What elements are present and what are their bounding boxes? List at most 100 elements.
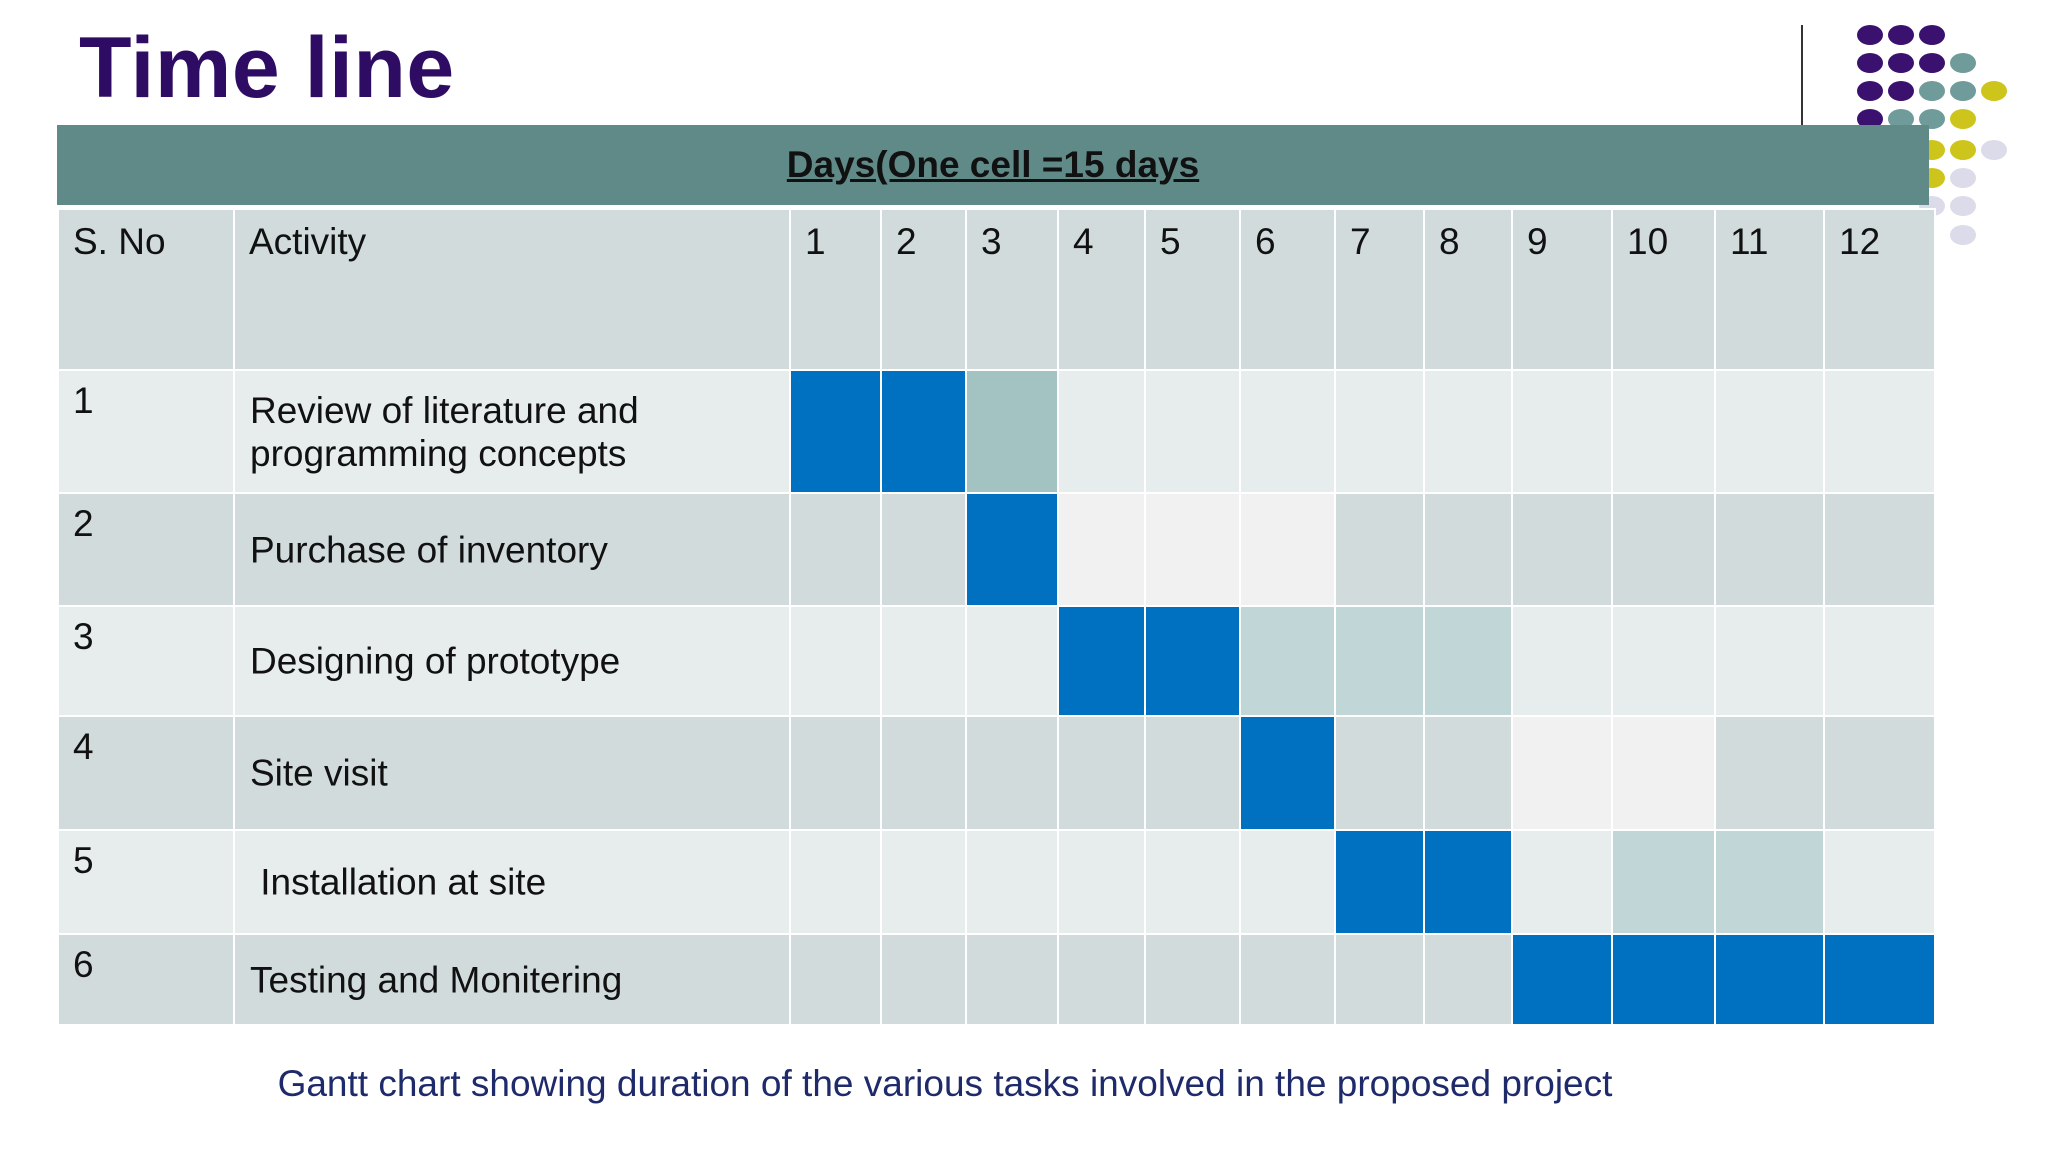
figure-caption: Gantt chart showing duration of the vari… — [277, 1063, 1613, 1104]
gantt-cell — [1057, 933, 1146, 1026]
gantt-cell — [1144, 715, 1241, 831]
gantt-cell — [965, 715, 1059, 831]
row-sno-cell: 5 — [57, 829, 235, 935]
gantt-bar-cell — [1423, 829, 1513, 935]
header-sno: S. No — [57, 208, 235, 371]
row-activity-cell: Testing and Monitering — [233, 933, 791, 1026]
decorative-dot — [1981, 81, 2007, 101]
header-period-10: 10 — [1611, 208, 1716, 371]
decorative-dot — [1857, 25, 1883, 45]
header-period-8-label: 8 — [1439, 221, 1460, 262]
row-sno: 4 — [73, 726, 94, 767]
gantt-cell — [965, 829, 1059, 935]
header-period-4: 4 — [1057, 208, 1146, 371]
gantt-cell — [880, 605, 967, 717]
row-sno: 2 — [73, 503, 94, 544]
header-activity-label: Activity — [249, 221, 367, 262]
row-sno: 6 — [73, 944, 94, 985]
header-period-4-label: 4 — [1073, 221, 1094, 262]
gantt-cell — [1144, 933, 1241, 1026]
gantt-cell — [1239, 605, 1336, 717]
header-period-6: 6 — [1239, 208, 1336, 371]
decorative-dot — [1950, 81, 1976, 101]
decorative-dot — [1919, 25, 1945, 45]
header-period-1-label: 1 — [805, 221, 826, 262]
decorative-dot — [1950, 140, 1976, 160]
gantt-cell — [1511, 492, 1613, 607]
gantt-cell — [1714, 492, 1825, 607]
gantt-bar-cell — [789, 369, 882, 494]
gantt-cell — [1511, 829, 1613, 935]
gantt-cell — [965, 605, 1059, 717]
header-period-2: 2 — [880, 208, 967, 371]
header-period-7: 7 — [1334, 208, 1425, 371]
gantt-cell — [1611, 492, 1716, 607]
gantt-cell — [1714, 605, 1825, 717]
gantt-cell — [789, 933, 882, 1026]
gantt-cell — [1423, 715, 1513, 831]
header-period-8: 8 — [1423, 208, 1513, 371]
decorative-dot — [1888, 53, 1914, 73]
decorative-dot — [1919, 53, 1945, 73]
gantt-cell — [880, 829, 967, 935]
gantt-cell — [1823, 829, 1936, 935]
gantt-cell — [1511, 715, 1613, 831]
gantt-bar-cell — [1714, 933, 1825, 1026]
gantt-bar-cell — [965, 492, 1059, 607]
header-period-5: 5 — [1144, 208, 1241, 371]
slide-title: Time line — [79, 20, 455, 116]
gantt-bar-cell — [1611, 933, 1716, 1026]
days-header-text: Days(One cell =15 days — [786, 144, 1200, 185]
table-row: 3 Designing of prototype — [57, 605, 1936, 717]
header-period-3-label: 3 — [981, 221, 1002, 262]
gantt-cell — [1334, 492, 1425, 607]
decorative-dot — [1950, 225, 1976, 245]
header-activity: Activity — [233, 208, 791, 371]
gantt-cell — [789, 715, 882, 831]
gantt-cell — [1823, 369, 1936, 494]
gantt-cell — [965, 369, 1059, 494]
table-row: 4 Site visit — [57, 715, 1936, 831]
gantt-cell — [1057, 829, 1146, 935]
gantt-cell — [1714, 829, 1825, 935]
gantt-cell — [1823, 492, 1936, 607]
table-row: 6 Testing and Monitering — [57, 933, 1936, 1026]
header-period-11-label: 11 — [1730, 221, 1769, 262]
row-activity: Designing of prototype — [250, 640, 621, 682]
header-period-12: 12 — [1823, 208, 1936, 371]
gantt-cell — [1423, 605, 1513, 717]
header-period-7-label: 7 — [1350, 221, 1371, 262]
gantt-bar-cell — [1057, 605, 1146, 717]
gantt-cell — [1239, 933, 1336, 1026]
gantt-bar-cell — [1239, 715, 1336, 831]
gantt-cell — [1823, 605, 1936, 717]
row-activity: Installation at site — [250, 861, 547, 903]
gantt-cell — [1144, 369, 1241, 494]
table-row: 5 Installation at site — [57, 829, 1936, 935]
gantt-cell — [965, 933, 1059, 1026]
table-header-row: S. No Activity 1 2 3 4 5 6 7 8 9 10 11 12 — [57, 208, 1936, 371]
gantt-cell — [1239, 492, 1336, 607]
gantt-cell — [1334, 715, 1425, 831]
row-sno-cell: 1 — [57, 369, 235, 494]
row-sno-cell: 4 — [57, 715, 235, 831]
gantt-cell — [1423, 369, 1513, 494]
gantt-bar-cell — [1511, 933, 1613, 1026]
gantt-cell — [1611, 715, 1716, 831]
gantt-cell — [880, 715, 967, 831]
decorative-dot — [1950, 109, 1976, 129]
gantt-cell — [880, 933, 967, 1026]
table-row: 2 Purchase of inventory — [57, 492, 1936, 607]
header-period-9-label: 9 — [1527, 221, 1548, 262]
row-sno: 5 — [73, 840, 94, 881]
header-period-9: 9 — [1511, 208, 1613, 371]
decorative-dot — [1919, 81, 1945, 101]
decorative-dot — [1857, 81, 1883, 101]
row-sno: 3 — [73, 616, 94, 657]
row-sno-cell: 6 — [57, 933, 235, 1026]
gantt-cell — [1714, 369, 1825, 494]
gantt-cell — [1057, 492, 1146, 607]
row-activity-cell: Purchase of inventory — [233, 492, 791, 607]
header-period-3: 3 — [965, 208, 1059, 371]
gantt-cell — [1611, 605, 1716, 717]
